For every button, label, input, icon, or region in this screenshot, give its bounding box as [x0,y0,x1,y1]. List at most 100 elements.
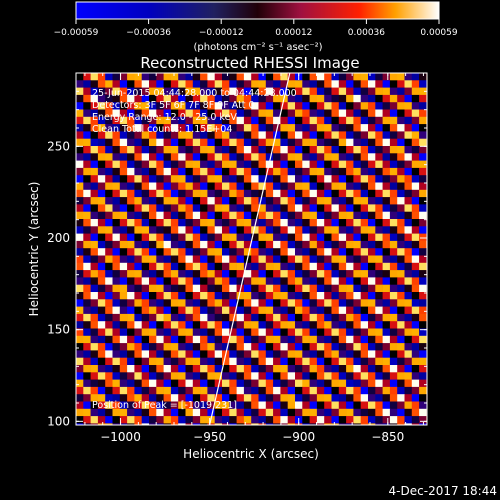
heatmap-cell [389,372,398,380]
heatmap-cell [302,87,310,96]
heatmap-cell [331,109,340,118]
heatmap-cell [419,386,427,395]
heatmap-cell [214,394,223,402]
heatmap-cell [207,401,215,410]
heatmap-cell [222,226,230,234]
heatmap-cell [302,160,310,169]
heatmap-cell [251,386,259,395]
heatmap-cell [353,211,361,220]
heatmap-cell [295,109,303,118]
heatmap-cell [295,292,303,300]
heatmap-cell [134,321,142,329]
heatmap-cell [397,116,405,125]
heatmap-cell [156,292,164,300]
heatmap-cell [368,343,376,351]
heatmap-cell [265,94,274,103]
heatmap-cell [214,226,223,234]
heatmap-cell [411,80,420,88]
heatmap-cell [258,357,267,366]
heatmap-cell [170,233,179,242]
heatmap-cell [200,146,208,154]
heatmap-cell [200,240,208,249]
heatmap-cell [251,167,259,176]
heatmap-cell [178,219,186,227]
heatmap-cell [236,189,245,198]
heatmap-cell [83,292,91,300]
heatmap-cell [389,211,398,220]
heatmap-cell [192,321,201,329]
heatmap-cell [141,73,150,81]
heatmap-cell [375,343,383,351]
heatmap-cell [207,386,215,395]
heatmap-cell [170,277,179,285]
heatmap-cell [309,365,318,373]
heatmap-cell [426,175,427,183]
heatmap-cell [302,109,310,118]
heatmap-cell [382,211,391,220]
heatmap-cell [316,277,325,285]
heatmap-cell [295,102,303,110]
heatmap-cell [214,182,223,191]
heatmap-cell [243,189,252,198]
heatmap-cell [287,386,296,395]
heatmap-cell [353,357,361,366]
heatmap-cell [265,233,274,242]
heatmap-cell [287,124,296,132]
heatmap-cell [127,343,135,351]
heatmap-cell [163,284,172,293]
heatmap-cell [76,357,84,366]
heatmap-cell [112,277,121,285]
heatmap-cell [112,379,121,388]
heatmap-cell [97,372,106,380]
heatmap-cell [90,423,99,425]
heatmap-cell [324,116,332,125]
heatmap-cell [214,408,223,417]
heatmap-cell [382,160,391,169]
heatmap-cell [338,408,347,417]
heatmap-cell [316,73,325,81]
heatmap-cell [273,255,281,264]
heatmap-cell [97,146,106,154]
heatmap-cell [127,219,135,227]
heatmap-cell [229,328,237,337]
heatmap-cell [375,284,383,293]
heatmap-cell [156,416,164,424]
heatmap-cell [309,270,318,278]
heatmap-cell [426,408,427,417]
heatmap-cell [112,160,121,169]
heatmap-cell [97,211,106,220]
heatmap-cell [265,255,274,264]
heatmap-cell [83,248,91,256]
heatmap-cell [105,167,113,176]
heatmap-cell [156,321,164,329]
heatmap-cell [258,277,267,285]
heatmap-cell [316,102,325,110]
heatmap-cell [200,138,208,147]
heatmap-cell [105,262,113,271]
y-tick-label: 200 [47,231,70,245]
heatmap-cell [353,299,361,307]
heatmap-cell [375,299,383,307]
heatmap-cell [316,350,325,358]
heatmap-cell [229,124,237,132]
heatmap-cell [243,73,252,81]
heatmap-cell [127,386,135,395]
heatmap-cell [141,160,150,169]
heatmap-cell [76,146,84,154]
heatmap-cell [346,73,354,81]
heatmap-cell [331,73,340,81]
heatmap-cell [411,211,420,220]
heatmap-cell [112,124,121,132]
heatmap-cell [287,335,296,344]
heatmap-cell [127,124,135,132]
heatmap-cell [419,365,427,373]
heatmap-cell [119,211,128,220]
heatmap-cell [346,386,354,395]
heatmap-cell [90,94,99,103]
heatmap-cell [90,357,99,366]
heatmap-cell [149,270,157,278]
heatmap-cell [419,335,427,344]
heatmap-cell [280,343,288,351]
heatmap-cell [127,80,135,88]
heatmap-cell [222,160,230,169]
